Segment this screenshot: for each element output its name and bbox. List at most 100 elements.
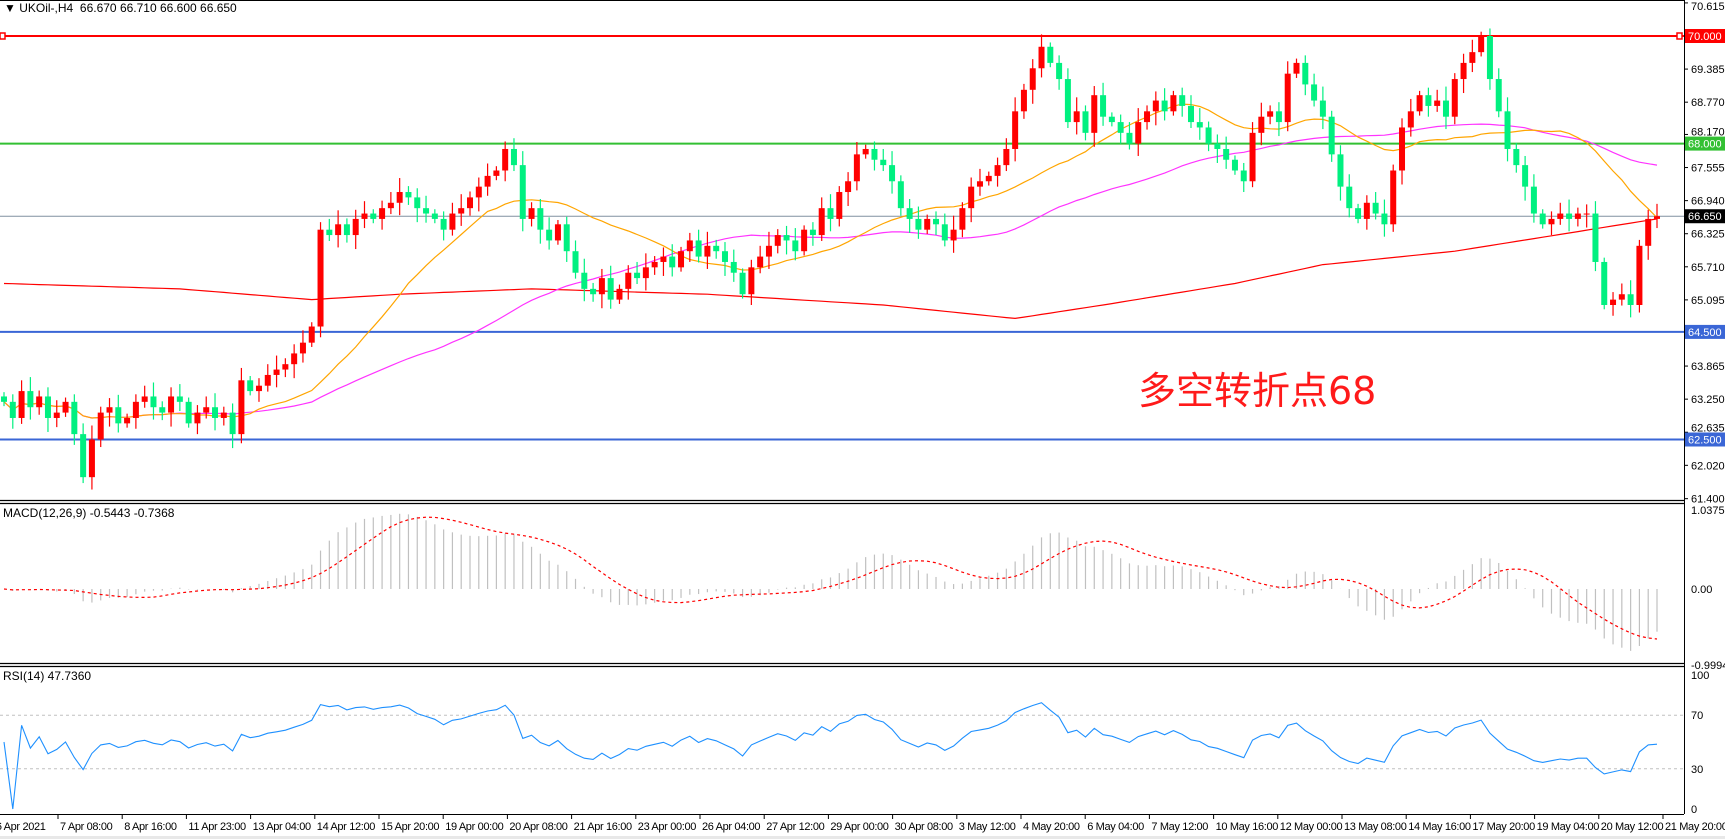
bear-candle [730,261,737,273]
bull-candle [361,213,368,219]
bull-candle [124,417,131,424]
bear-candle [423,208,430,214]
bull-candle [299,342,306,354]
bull-candle [106,407,113,413]
bear-candle [1486,36,1493,80]
bear-candle [1240,170,1247,182]
time-tick-label: 20 Apr 08:00 [509,821,567,833]
bear-candle [669,256,676,268]
time-tick-label: 8 Apr 16:00 [124,821,177,833]
time-tick-label: 13 Apr 04:00 [253,821,311,833]
bear-candle [212,407,219,418]
bottom-strip [0,836,1725,839]
bull-candle [1258,116,1265,133]
bear-candle [933,218,940,225]
bull-candle [959,208,966,230]
bull-candle [194,412,201,424]
bear-candle [1064,79,1071,123]
price-tick-label: 65.095 [1691,295,1725,307]
time-tick-label: 17 May 20:00 [1472,821,1535,833]
macd-histogram [12,513,1658,651]
time-tick-label: 13 May 08:00 [1344,821,1407,833]
price-tick-label: 62.635 [1691,423,1725,435]
bull-candle [704,245,711,257]
time-tick-label: 19 May 04:00 [1537,821,1600,833]
price-tick-label: 70.615 [1691,1,1725,13]
bull-candle [484,175,491,187]
bull-candle [757,256,764,268]
price-label-box [1685,324,1725,339]
time-tick-label: 11 Apr 23:00 [188,821,246,833]
rsi-label: RSI(14) 47.7360 [3,669,92,683]
bear-candle [1442,100,1449,117]
bull-candle [1293,62,1300,74]
time-tick-label: 15 Apr 20:00 [381,821,439,833]
bull-candle [396,192,403,203]
bear-candle [1337,154,1344,187]
bear-candle [1425,95,1432,106]
bull-candle [53,412,60,418]
bear-candle [519,165,526,219]
bull-candle [1091,95,1098,133]
macd-tick-label: 0.00 [1691,584,1712,596]
rsi-tick-label: 100 [1691,670,1709,682]
bull-candle [748,267,755,295]
bull-candle [950,229,957,241]
dropdown-triangle-icon[interactable]: ▼ [4,1,20,15]
bear-candle [537,208,544,230]
bull-candle [845,181,852,193]
bear-candle [1108,116,1115,123]
bull-candle [317,229,324,327]
time-tick-label: 26 Apr 04:00 [702,821,760,833]
macd-signal-line [3,516,1658,640]
bull-candle [678,251,685,268]
bear-candle [581,272,588,289]
price-tick-label: 65.710 [1691,262,1725,274]
macd-label: MACD(12,26,9) -0.5443 -0.7368 [3,506,175,520]
annotation-text: 多空转折点68 [1138,369,1377,413]
bear-candle [1530,186,1537,214]
price-tick-label: 68.170 [1691,127,1725,139]
bear-candle [159,407,166,413]
bull-candle [141,396,148,402]
time-tick-label: 21 May 20:00 [1665,821,1725,833]
chart-header: ▼ UKOil-,H4 66.670 66.710 66.600 66.650 [4,1,237,15]
bear-candle [1126,132,1133,144]
bear-candle [1627,294,1634,305]
bear-candle [1346,186,1353,209]
time-tick-label: 12 May 00:00 [1280,821,1343,833]
bull-candle [1284,73,1291,123]
bull-candle [132,401,139,418]
bear-candle [889,165,896,182]
candles [1,28,1660,490]
bull-candle [1583,213,1590,215]
price-label-62.500: 62.500 [1688,435,1722,447]
price-tick-label: 69.385 [1691,64,1725,76]
bear-candle [827,208,834,219]
rsi-tick-label: 0 [1691,804,1697,816]
bull-candle [836,192,843,219]
bull-candle [853,154,860,182]
bull-candle [1073,111,1080,123]
bull-candle [1469,52,1476,63]
bear-candle [1566,213,1573,219]
bear-candle [80,434,87,478]
ma-short-line [3,103,1658,419]
bear-candle [880,159,887,166]
bull-candle [994,165,1001,176]
price-label-box [1685,209,1725,224]
bear-candle [1047,46,1054,63]
bear-candle [414,197,421,209]
time-tick-label: 30 Apr 08:00 [895,821,953,833]
price-tick-label: 63.250 [1691,394,1725,406]
bear-candle [247,380,254,392]
bear-candle [563,224,570,252]
time-tick-label: 14 Apr 12:00 [317,821,375,833]
bull-candle [291,353,298,365]
bear-candle [44,396,51,418]
bull-candle [220,412,227,418]
bull-candle [985,175,992,182]
bear-candle [1231,159,1238,171]
